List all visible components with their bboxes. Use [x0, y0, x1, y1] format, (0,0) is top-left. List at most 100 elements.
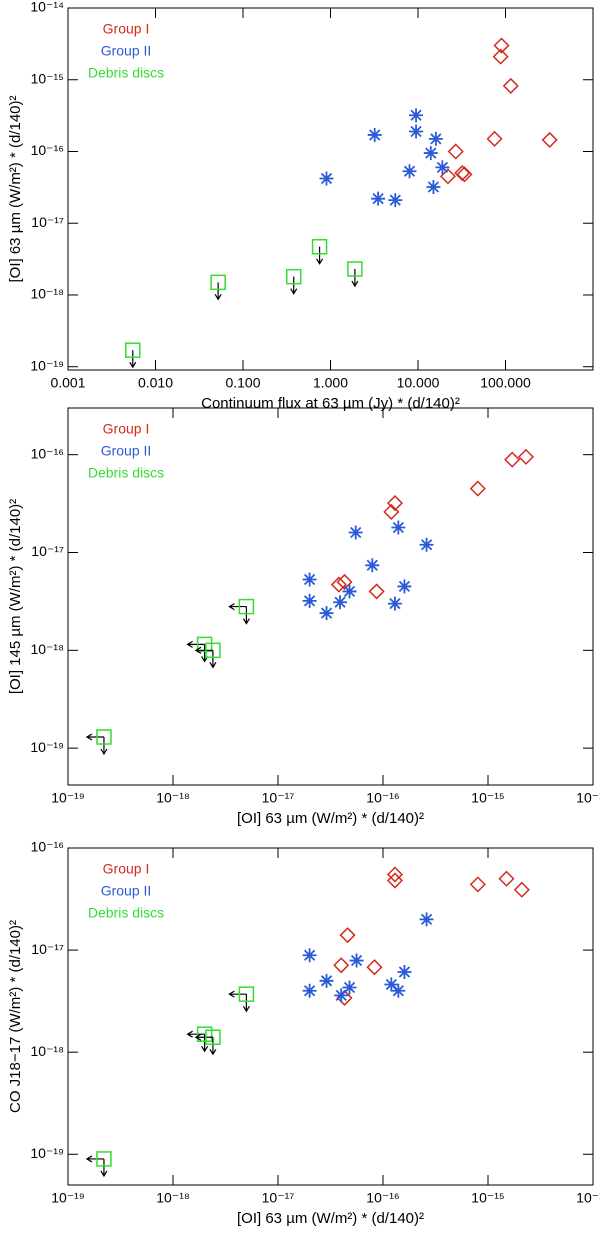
upper-limit-arrow: [242, 994, 250, 1013]
legend-entry: Group I: [103, 21, 150, 37]
data-point: [238, 986, 255, 1002]
x-upper-limit-arrow: [85, 733, 104, 741]
data-point: [409, 108, 424, 123]
data-point: [367, 127, 382, 142]
data-point: [397, 965, 412, 980]
x-tick-label: 10⁻¹⁶: [366, 1190, 399, 1206]
legend-entry: Debris discs: [88, 905, 164, 921]
x-axis-label: [OI] 63 µm (W/m²) * (d/140)²: [237, 1210, 424, 1227]
data-point: [517, 448, 535, 465]
data-point: [386, 866, 404, 883]
x-tick-label: 10⁻¹⁸: [156, 790, 190, 806]
data-point: [348, 525, 363, 540]
data-point: [386, 495, 404, 512]
upper-limit-arrow: [209, 650, 217, 669]
data-point: [365, 558, 380, 573]
y-tick-label: 10⁻¹⁶: [31, 142, 64, 158]
data-point: [347, 261, 363, 277]
x-axis-label: Continuum flux at 63 µm (Jy) * (d/140)²: [201, 395, 460, 412]
data-point: [330, 576, 347, 593]
y-axis-label: [OI] 145 µm (W/m²) * (d/140)²: [7, 499, 24, 694]
data-point: [423, 146, 438, 161]
data-point: [196, 1026, 213, 1042]
legend-entry: Group I: [103, 421, 150, 437]
data-point: [319, 606, 334, 621]
data-point: [435, 160, 450, 175]
upper-limit-arrow: [351, 269, 359, 288]
data-point: [205, 642, 221, 659]
data-point: [302, 948, 317, 963]
y-tick-label: 10⁻¹⁸: [30, 1043, 64, 1059]
data-point: [342, 980, 357, 995]
data-point: [504, 451, 521, 468]
upper-limit-arrow: [129, 350, 137, 369]
data-point: [238, 598, 255, 615]
legend-entry: Group I: [103, 861, 150, 877]
x-upper-limit-arrow: [186, 1030, 205, 1038]
data-point: [333, 957, 350, 974]
x-tick-label: 10⁻¹⁷: [262, 790, 295, 806]
data-point: [311, 239, 328, 255]
data-point: [498, 870, 515, 887]
data-point: [486, 130, 503, 147]
data-point: [492, 48, 509, 65]
data-point: [391, 520, 406, 535]
data-point: [409, 124, 424, 139]
data-point: [386, 872, 404, 889]
data-point: [397, 579, 412, 594]
y-tick-label: 10⁻¹⁷: [31, 214, 64, 230]
data-point: [388, 193, 403, 208]
x-tick-label: 10⁻¹⁷: [262, 1190, 295, 1206]
data-point: [391, 983, 406, 998]
upper-limit-arrow: [201, 644, 209, 663]
y-tick-label: 10⁻¹⁸: [30, 641, 64, 657]
data-point: [336, 573, 353, 591]
legend-entry: Debris discs: [88, 465, 164, 481]
x-tick-label: 10⁻¹⁵: [471, 1190, 504, 1206]
data-point: [285, 268, 302, 285]
y-tick-label: 10⁻¹⁸: [30, 286, 64, 302]
upper-limit-arrow: [316, 246, 324, 265]
data-point: [419, 537, 434, 552]
x-tick-label: 0.100: [225, 375, 260, 391]
data-point: [387, 596, 402, 611]
legend-entry: Group II: [101, 443, 152, 459]
x-tick-label: 10⁻¹⁹: [51, 790, 85, 806]
x-tick-label: 10⁻¹⁸: [156, 1190, 190, 1206]
data-point: [302, 572, 317, 587]
x-tick-label: 10⁻¹⁹: [51, 1190, 85, 1206]
data-point: [469, 876, 486, 893]
data-point: [196, 636, 213, 653]
data-point: [339, 927, 356, 944]
data-point: [349, 953, 364, 968]
data-point: [342, 584, 357, 599]
data-point: [302, 983, 317, 998]
y-tick-label: 10⁻¹⁹: [30, 1145, 64, 1161]
data-point: [384, 977, 399, 992]
data-point: [368, 583, 385, 600]
data-point: [541, 131, 558, 148]
upper-limit-arrow: [209, 1037, 217, 1056]
x-tick-label: 10⁻¹⁴: [576, 790, 600, 806]
data-point: [447, 143, 464, 160]
y-axis-label: [OI] 63 µm (W/m²) * (d/140)²: [7, 96, 24, 283]
data-point: [469, 480, 486, 497]
y-tick-label: 10⁻¹⁷: [31, 543, 64, 559]
data-point: [366, 959, 383, 976]
data-point: [428, 131, 443, 146]
legend-entry: Group II: [101, 883, 152, 899]
y-tick-label: 10⁻¹⁴: [30, 0, 64, 15]
data-point: [205, 1029, 221, 1046]
x-axis-label: [OI] 63 µm (W/m²) * (d/140)²: [237, 810, 424, 827]
data-point: [333, 595, 348, 610]
y-tick-label: 10⁻¹⁹: [30, 357, 64, 373]
data-point: [402, 164, 417, 179]
x-tick-label: 0.001: [50, 375, 85, 391]
upper-limit-arrow: [290, 276, 298, 295]
x-upper-limit-arrow: [228, 990, 247, 998]
data-point: [334, 988, 349, 1003]
data-point: [302, 593, 317, 608]
data-point: [319, 973, 334, 988]
plot-frame: [67, 7, 594, 371]
y-tick-label: 10⁻¹⁷: [31, 941, 64, 957]
